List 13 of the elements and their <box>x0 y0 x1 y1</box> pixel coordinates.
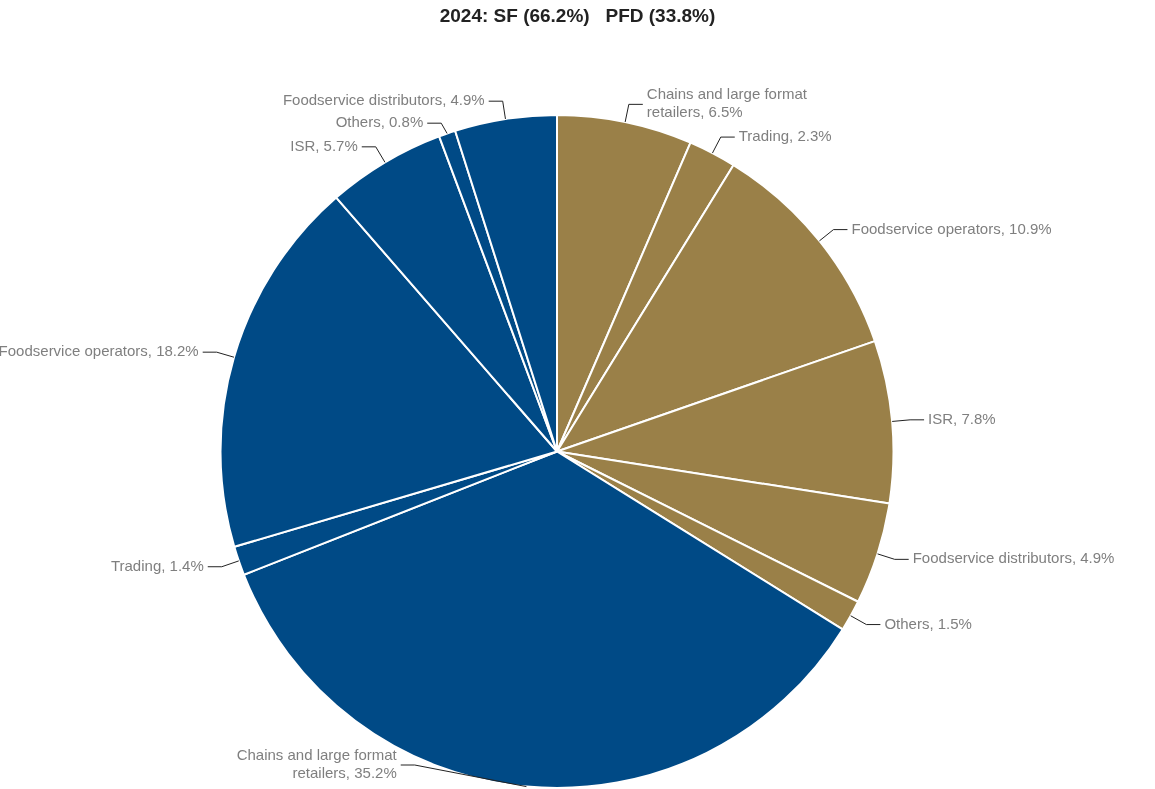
slice-label: Others, 0.8% <box>335 113 424 131</box>
slice-label: Foodservice operators, 10.9% <box>851 219 1052 237</box>
slice-label: Others, 1.5% <box>884 614 972 632</box>
slice-label: Trading, 1.4% <box>110 556 204 574</box>
slice-label: Foodservice operators, 18.2% <box>0 342 199 360</box>
slice-label: ISR, 5.7% <box>290 136 358 154</box>
slice-label: Chains and large format retailers, 6.5% <box>646 85 808 121</box>
slice-label: Foodservice distributors, 4.9% <box>912 549 1115 567</box>
slice-label: Foodservice distributors, 4.9% <box>282 91 485 109</box>
slice-label: Chains and large format retailers, 35.2% <box>236 746 398 782</box>
slice-label: ISR, 7.8% <box>928 409 996 427</box>
slice-label: Trading, 2.3% <box>738 127 832 145</box>
chart-title: 2024: SF (66.2%) PFD (33.8%) <box>439 5 716 27</box>
